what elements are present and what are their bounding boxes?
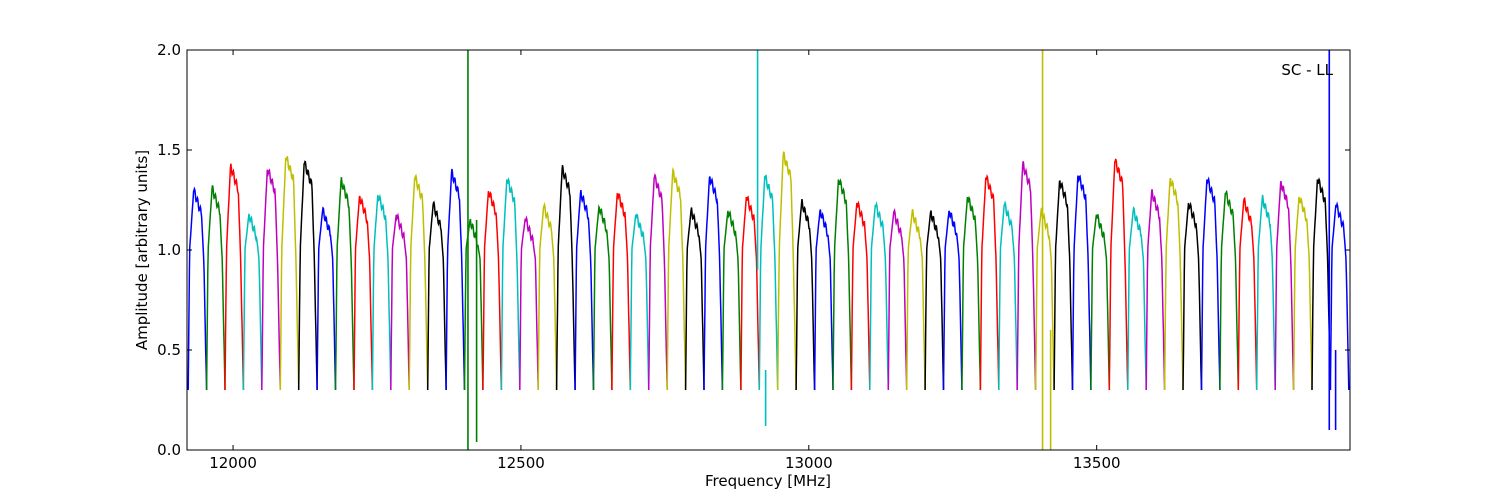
series-line xyxy=(703,176,724,391)
series-layer xyxy=(187,151,1350,391)
plot-background xyxy=(187,50,1350,450)
series-line xyxy=(261,168,282,391)
series-line xyxy=(1219,189,1240,391)
series-line xyxy=(279,155,300,391)
series-line xyxy=(961,196,982,391)
series-line xyxy=(205,185,226,391)
series-line xyxy=(905,208,926,391)
series-line xyxy=(519,215,539,391)
plot-annotation: SC - LL xyxy=(1281,61,1333,79)
series-line xyxy=(297,160,318,391)
series-line xyxy=(187,186,208,391)
y-tick-label: 0.5 xyxy=(157,341,181,359)
series-line xyxy=(353,195,374,391)
y-tick-label: 2.0 xyxy=(157,41,181,59)
x-tick-label: 13000 xyxy=(785,454,833,472)
series-line xyxy=(795,199,816,391)
series-line xyxy=(924,210,945,391)
y-tick-label: 0.0 xyxy=(157,441,181,459)
series-line xyxy=(1329,201,1350,391)
series-line xyxy=(592,204,613,391)
x-tick-label: 12500 xyxy=(497,454,545,472)
series-line xyxy=(1255,194,1276,391)
series-line xyxy=(1237,196,1258,391)
series-line xyxy=(1311,177,1332,391)
series-line xyxy=(555,165,576,391)
series-line xyxy=(334,177,355,391)
series-line xyxy=(242,213,263,391)
series-line xyxy=(426,200,447,391)
series-line xyxy=(1071,174,1092,391)
series-line xyxy=(942,210,963,391)
series-line xyxy=(482,191,503,391)
series-line xyxy=(1127,206,1147,391)
series-line xyxy=(740,195,761,391)
series-line xyxy=(390,212,410,391)
y-axis-ticks: 0.0 0.5 1.0 1.5 2.0 xyxy=(157,41,1350,459)
series-line xyxy=(832,178,853,391)
series-line xyxy=(316,206,337,391)
series-line xyxy=(224,163,245,391)
series-line xyxy=(408,173,429,391)
series-line xyxy=(574,190,595,391)
series-line xyxy=(1034,207,1055,391)
series-line xyxy=(611,193,632,391)
series-line xyxy=(1182,201,1203,391)
series-line xyxy=(371,193,392,391)
series-line xyxy=(647,173,668,391)
y-tick-label: 1.0 xyxy=(157,241,181,259)
series-line xyxy=(850,200,871,391)
series-line xyxy=(1108,158,1129,391)
x-axis-label: Frequency [MHz] xyxy=(705,472,831,490)
series-line xyxy=(1200,176,1221,391)
series-line xyxy=(1090,213,1111,391)
series-line xyxy=(445,168,466,391)
series-line xyxy=(813,209,834,391)
series-line xyxy=(1292,196,1313,391)
series-line xyxy=(537,201,558,391)
series-line xyxy=(758,174,779,391)
y-tick-label: 1.5 xyxy=(157,141,181,159)
y-axis-label: Amplitude [arbitrary units] xyxy=(133,150,151,350)
x-tick-label: 12000 xyxy=(209,454,257,472)
series-line xyxy=(776,151,797,391)
series-line xyxy=(1274,180,1295,391)
spike-layer xyxy=(467,50,1337,450)
series-line xyxy=(1163,177,1184,391)
series-line xyxy=(869,201,890,391)
x-axis-ticks: 12000 12500 13000 13500 xyxy=(209,50,1121,472)
series-line xyxy=(1145,189,1166,391)
series-line xyxy=(1016,161,1037,391)
series-line xyxy=(998,200,1018,391)
series-line xyxy=(629,213,650,391)
series-line xyxy=(979,173,1000,391)
series-line xyxy=(1053,180,1074,391)
series-line xyxy=(500,177,521,391)
series-line xyxy=(684,207,705,391)
x-tick-label: 13500 xyxy=(1073,454,1121,472)
series-line xyxy=(721,209,742,391)
series-line xyxy=(666,166,687,391)
series-line xyxy=(887,208,908,391)
